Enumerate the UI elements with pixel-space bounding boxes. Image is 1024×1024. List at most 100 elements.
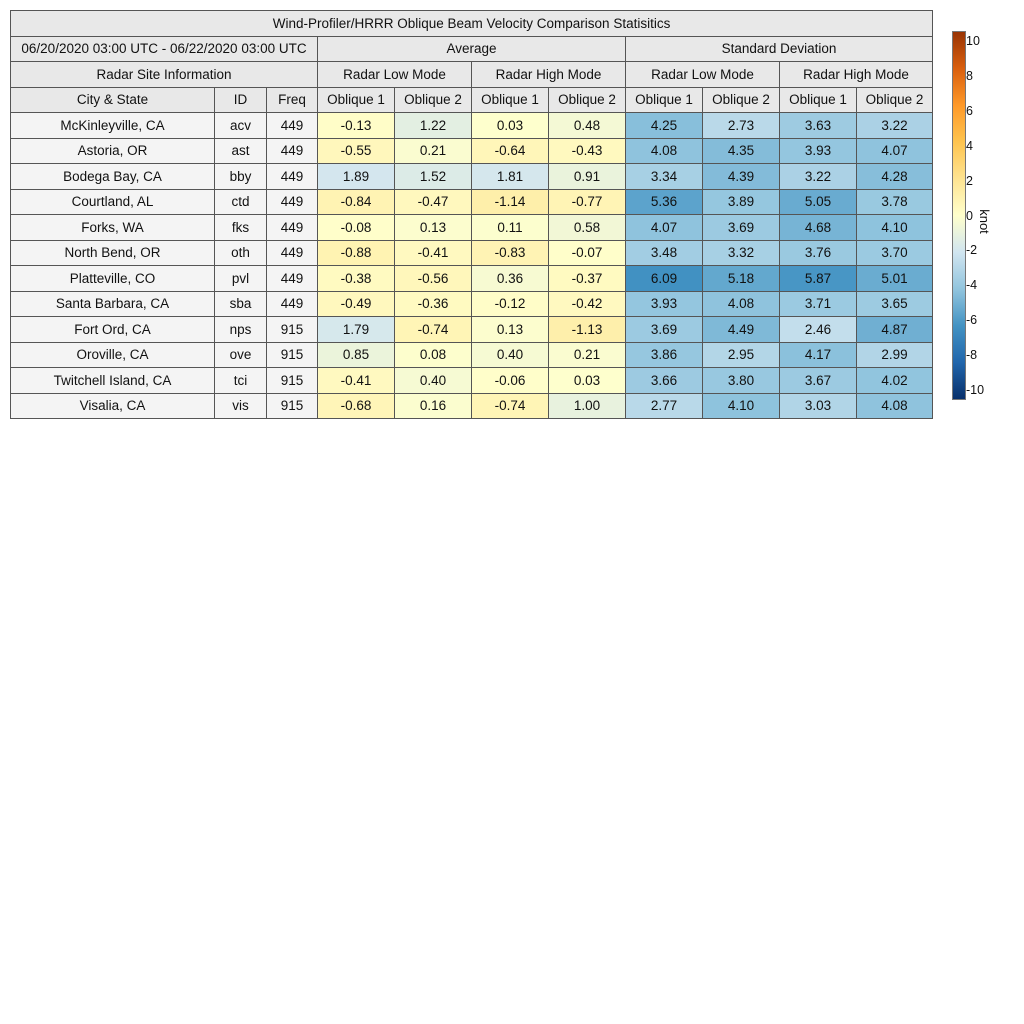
value-cell: -0.13	[317, 112, 395, 139]
table-row: Fort Ord, CA nps 915 1.79 -0.74 0.13 -1.13 3.69…	[10, 316, 934, 343]
table-row: Visalia, CA vis 915 -0.68 0.16 -0.74 1.00 2.77 4…	[10, 392, 934, 419]
std-dev-header: Standard Deviation	[624, 35, 934, 62]
value-cell: 4.10	[702, 392, 780, 419]
colorbar-tick-label: 2	[966, 173, 973, 188]
table-row: Santa Barbara, CA sba 449 -0.49 -0.36 -0.12 -0…	[10, 290, 934, 317]
site-city: Twitchell Island, CA	[10, 367, 215, 394]
value-cell: 4.07	[855, 137, 934, 164]
colorbar-tick-label: -10	[966, 383, 985, 397]
value-cell: 2.46	[779, 316, 857, 343]
avg-low-mode-header: Radar Low Mode	[317, 61, 472, 88]
value-cell: 0.11	[471, 214, 549, 241]
value-cell: -0.74	[394, 316, 472, 343]
site-freq: 449	[266, 290, 318, 317]
value-cell: 0.58	[548, 214, 626, 241]
value-cell: 0.21	[394, 137, 472, 164]
site-id: tci	[214, 367, 267, 394]
value-cell: 3.86	[625, 341, 703, 368]
site-id: vis	[214, 392, 267, 419]
value-cell: 3.89	[702, 188, 780, 215]
value-cell: -0.88	[317, 239, 395, 266]
value-cell: 4.28	[855, 163, 934, 190]
site-city: McKinleyville, CA	[10, 112, 215, 139]
comparison-table: Wind-Profiler/HRRR Oblique Beam Velocity…	[9, 10, 934, 419]
value-cell: -0.74	[471, 392, 549, 419]
value-cell: 3.67	[779, 367, 857, 394]
site-city: Fort Ord, CA	[10, 316, 215, 343]
site-city: Visalia, CA	[10, 392, 215, 419]
table-row: Oroville, CA ove 915 0.85 0.08 0.40 0.21 3.86 2.…	[10, 341, 934, 368]
value-cell: 0.85	[317, 341, 395, 368]
col-header-id: ID	[214, 86, 267, 113]
col-header-freq: Freq	[266, 86, 318, 113]
site-city: Santa Barbara, CA	[10, 290, 215, 317]
value-cell: 0.03	[548, 367, 626, 394]
value-cell: 0.36	[471, 265, 549, 292]
colorbar-tick-label: -6	[966, 313, 978, 328]
std-high-mode-header: Radar High Mode	[778, 61, 934, 88]
value-cell: 5.05	[779, 188, 857, 215]
value-cell: 4.68	[779, 214, 857, 241]
site-freq: 449	[266, 214, 318, 241]
value-cell: -0.41	[317, 367, 395, 394]
value-cell: 3.93	[779, 137, 857, 164]
value-cell: 4.25	[625, 112, 703, 139]
value-cell: 1.22	[394, 112, 472, 139]
table-row: Twitchell Island, CA tci 915 -0.41 0.40 -0.06…	[10, 367, 934, 394]
value-cell: 4.39	[702, 163, 780, 190]
table-row: Platteville, CO pvl 449 -0.38 -0.56 0.36 -0.37…	[10, 265, 934, 292]
value-cell: -0.41	[394, 239, 472, 266]
site-city: Oroville, CA	[10, 341, 215, 368]
avg-high-mode-header: Radar High Mode	[471, 61, 626, 88]
value-cell: 0.13	[394, 214, 472, 241]
value-cell: 0.40	[471, 341, 549, 368]
value-cell: 3.63	[779, 112, 857, 139]
colorbar-tick-label: 10	[966, 34, 980, 48]
table-row: Astoria, OR ast 449 -0.55 0.21 -0.64 -0.43 4.08…	[10, 137, 934, 164]
site-freq: 915	[266, 316, 318, 343]
col-header-city: City & State	[10, 86, 215, 113]
site-id: pvl	[214, 265, 267, 292]
table-body: McKinleyville, CA acv 449 -0.13 1.22 0.03 0.48…	[10, 112, 934, 419]
site-freq: 915	[266, 341, 318, 368]
value-cell: 0.48	[548, 112, 626, 139]
value-cell: 5.36	[625, 188, 703, 215]
value-cell: 2.95	[702, 341, 780, 368]
site-id: ast	[214, 137, 267, 164]
value-cell: 2.73	[702, 112, 780, 139]
col-header-avg-low-ob1: Oblique 1	[317, 86, 395, 113]
value-cell: 5.87	[779, 265, 857, 292]
value-cell: -0.38	[317, 265, 395, 292]
site-id: ove	[214, 341, 267, 368]
value-cell: -1.14	[471, 188, 549, 215]
value-cell: 4.02	[855, 367, 934, 394]
period-header: 06/20/2020 03:00 UTC - 06/22/2020 03:00 …	[10, 35, 318, 62]
col-header-avg-high-ob2: Oblique 2	[548, 86, 626, 113]
value-cell: 3.32	[702, 239, 780, 266]
colorbar-tick-label: 4	[966, 138, 973, 153]
value-cell: -0.49	[317, 290, 395, 317]
site-city: Platteville, CO	[10, 265, 215, 292]
value-cell: 3.70	[855, 239, 934, 266]
value-cell: 3.03	[779, 392, 857, 419]
value-cell: 2.77	[625, 392, 703, 419]
value-cell: 4.87	[855, 316, 934, 343]
value-cell: 4.35	[702, 137, 780, 164]
value-cell: 3.34	[625, 163, 703, 190]
value-cell: -0.64	[471, 137, 549, 164]
value-cell: -0.06	[471, 367, 549, 394]
value-cell: -0.55	[317, 137, 395, 164]
value-cell: -0.77	[548, 188, 626, 215]
site-id: bby	[214, 163, 267, 190]
value-cell: -0.37	[548, 265, 626, 292]
value-cell: -0.12	[471, 290, 549, 317]
value-cell: 1.00	[548, 392, 626, 419]
value-cell: -0.83	[471, 239, 549, 266]
value-cell: 0.03	[471, 112, 549, 139]
value-cell: 3.93	[625, 290, 703, 317]
col-header-std-low-ob1: Oblique 1	[625, 86, 703, 113]
value-cell: -0.43	[548, 137, 626, 164]
site-info-header: Radar Site Information	[10, 61, 318, 88]
site-city: Forks, WA	[10, 214, 215, 241]
value-cell: 3.22	[779, 163, 857, 190]
